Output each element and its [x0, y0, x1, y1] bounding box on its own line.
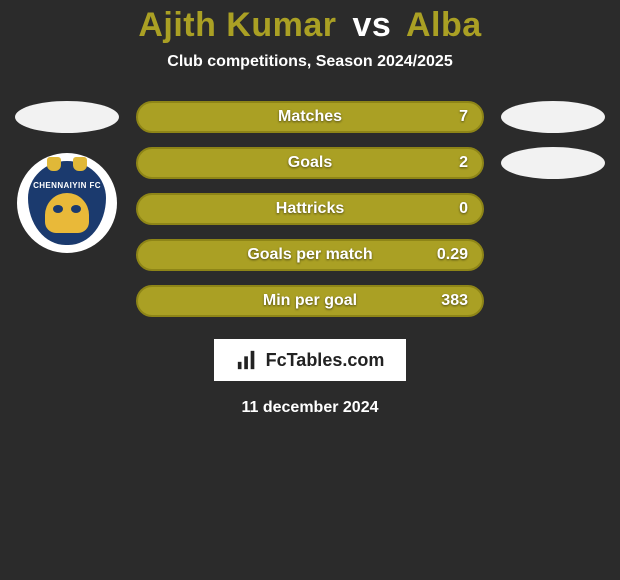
date-text: 11 december 2024: [242, 399, 379, 417]
stat-label: Hattricks: [276, 200, 344, 218]
club-text: CHENNAIYIN FC: [33, 181, 101, 190]
stat-value-right: 0: [459, 200, 468, 218]
right-column: [498, 101, 608, 179]
subtitle: Club competitions, Season 2024/2025: [167, 53, 452, 71]
stats-bars: Matches 7 Goals 2 Hattricks 0 Goals per …: [136, 101, 484, 317]
player1-club-logo: CHENNAIYIN FC: [17, 153, 117, 253]
stat-row-goals: Goals 2: [136, 147, 484, 179]
stat-value-right: 0.29: [437, 246, 468, 264]
brand-chip: FcTables.com: [214, 339, 407, 381]
stat-row-matches: Matches 7: [136, 101, 484, 133]
bar-chart-icon: [236, 349, 258, 371]
stat-value-right: 383: [441, 292, 468, 310]
stat-row-hattricks: Hattricks 0: [136, 193, 484, 225]
chennaiyin-crest: CHENNAIYIN FC: [28, 161, 106, 245]
stat-value-right: 7: [459, 108, 468, 126]
player1-name: Ajith Kumar: [138, 6, 336, 44]
stat-value-right: 2: [459, 154, 468, 172]
left-column: CHENNAIYIN FC: [12, 101, 122, 253]
stat-row-goals-per-match: Goals per match 0.29: [136, 239, 484, 271]
brand-text: FcTables.com: [266, 350, 385, 371]
stat-label: Matches: [278, 108, 342, 126]
comparison-title: Ajith Kumar vs Alba: [138, 6, 481, 45]
vs-text: vs: [352, 6, 391, 44]
crest-mask-icon: [45, 193, 89, 233]
player2-name: Alba: [406, 6, 482, 44]
stat-row-min-per-goal: Min per goal 383: [136, 285, 484, 317]
player2-avatar-placeholder: [501, 101, 605, 133]
player2-club-placeholder: [501, 147, 605, 179]
stat-label: Goals: [288, 154, 332, 172]
main-area: CHENNAIYIN FC Matches 7 Goals 2 Hattrick…: [0, 101, 620, 317]
stat-label: Goals per match: [247, 246, 372, 264]
player1-avatar-placeholder: [15, 101, 119, 133]
stat-label: Min per goal: [263, 292, 357, 310]
trophy-icons: [47, 157, 87, 173]
